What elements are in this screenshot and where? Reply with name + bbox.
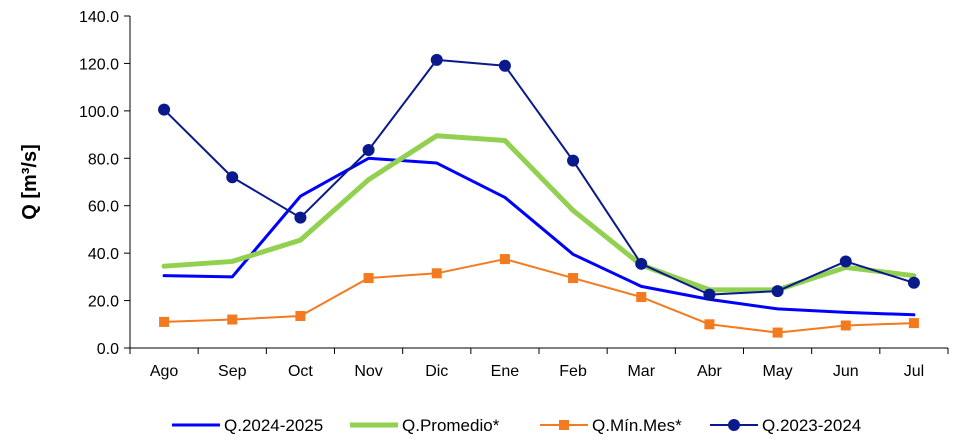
y-tick-label: 100.0	[79, 104, 119, 121]
legend-item: Q.2024-2025	[172, 416, 323, 435]
data-point	[703, 288, 716, 301]
axes	[124, 15, 949, 354]
x-tick-labels: Ago Sep Oct Nov Dic Ene Feb Mar Abr May Jun Jul	[150, 363, 924, 380]
series-2	[159, 254, 919, 338]
data-point	[636, 292, 647, 303]
data-point	[430, 53, 443, 66]
data-point	[908, 318, 919, 329]
series-line	[163, 258, 915, 334]
series-3	[158, 53, 920, 301]
series-0	[162, 156, 916, 317]
x-tick-label: Abr	[697, 363, 723, 380]
y-tick-label: 140.0	[79, 9, 119, 26]
legend-item: Q.2023-2024	[710, 416, 861, 435]
legend-label: Q.2024-2025	[224, 416, 323, 435]
y-axis-label: Q [m³/s]	[19, 144, 41, 220]
legend-item: Q.Promedio*	[350, 416, 500, 435]
y-tick-label: 120.0	[79, 56, 119, 73]
y-tick-label: 80.0	[88, 151, 119, 168]
x-tick-label: Nov	[354, 363, 382, 380]
data-point	[227, 314, 238, 325]
data-point	[498, 59, 511, 72]
legend-label: Q.Promedio*	[402, 416, 500, 435]
data-point	[431, 268, 442, 279]
data-point	[499, 254, 510, 265]
data-point	[362, 143, 375, 156]
y-tick-labels: 0.0 20.0 40.0 60.0 80.0 100.0 120.0 140.0	[79, 9, 119, 358]
series-line	[163, 58, 915, 296]
data-point	[907, 276, 920, 289]
data-point	[635, 257, 648, 270]
series-1	[161, 133, 917, 293]
data-point	[840, 320, 851, 331]
x-tick-label: Ago	[150, 363, 179, 380]
legend-label: Q.Mín.Mes*	[592, 416, 682, 435]
data-point	[295, 310, 306, 321]
data-point	[771, 285, 784, 298]
series-group	[158, 53, 920, 338]
y-axis-label-group: Q [m³/s]	[19, 144, 41, 220]
data-point	[772, 327, 783, 338]
data-point	[226, 171, 239, 184]
legend-item: Q.Mín.Mes*	[540, 416, 682, 435]
data-point	[159, 316, 170, 327]
x-tick-label: Oct	[288, 363, 313, 380]
y-tick-label: 60.0	[88, 199, 119, 216]
legend-label: Q.2023-2024	[762, 416, 861, 435]
x-tick-label: May	[762, 363, 792, 380]
x-tick-label: Feb	[559, 363, 587, 380]
x-tick-label: Dic	[425, 363, 448, 380]
legend-marker	[559, 420, 569, 430]
x-tick-label: Jul	[904, 363, 924, 380]
data-point	[568, 273, 579, 284]
series-line	[161, 133, 917, 293]
x-tick-label: Sep	[218, 363, 247, 380]
legend-marker	[728, 419, 740, 431]
x-tick-label: Jun	[833, 363, 859, 380]
data-point	[363, 273, 374, 284]
x-tick-label: Ene	[491, 363, 520, 380]
data-point	[704, 319, 715, 330]
data-point	[294, 211, 307, 224]
series-line	[162, 156, 916, 317]
legend: Q.2024-2025 Q.Promedio* Q.Mín.Mes* Q.2023-2…	[172, 416, 861, 435]
data-point	[567, 154, 580, 167]
x-tick-label: Mar	[627, 363, 655, 380]
y-tick-label: 20.0	[88, 294, 119, 311]
y-tick-label: 0.0	[97, 341, 119, 358]
data-point	[158, 103, 171, 116]
data-point	[839, 255, 852, 268]
y-tick-label: 40.0	[88, 246, 119, 263]
